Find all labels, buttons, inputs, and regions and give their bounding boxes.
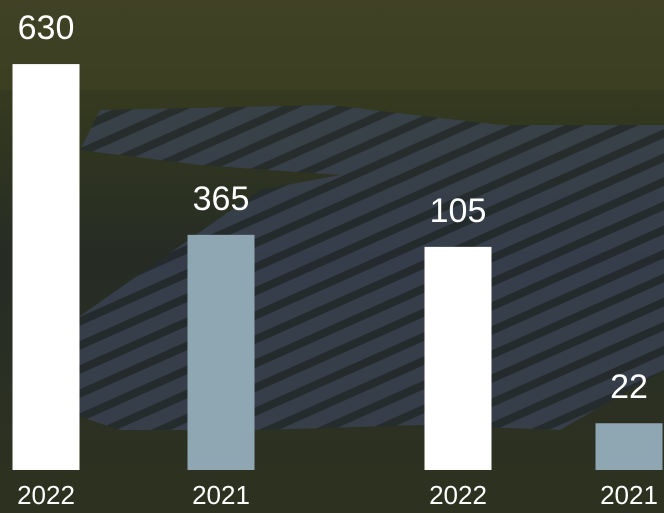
x-tick-label: 2022 bbox=[17, 480, 75, 510]
bar bbox=[13, 64, 80, 470]
bar bbox=[188, 235, 255, 470]
x-tick-label: 2021 bbox=[192, 480, 250, 510]
page: 630202236520211052022222021 (() => { con… bbox=[0, 0, 664, 513]
chart: 630 2022 365 2021 105 2022 22 2021 bbox=[0, 0, 664, 513]
value-label: 105 bbox=[430, 192, 487, 230]
value-label: 630 bbox=[18, 9, 75, 47]
x-tick-label: 2022 bbox=[429, 480, 487, 510]
value-label: 365 bbox=[193, 180, 250, 218]
x-tick-label: 2021 bbox=[600, 480, 658, 510]
bar bbox=[596, 423, 663, 470]
value-label: 22 bbox=[610, 368, 648, 406]
bar bbox=[425, 247, 492, 470]
background-photo bbox=[0, 0, 664, 513]
